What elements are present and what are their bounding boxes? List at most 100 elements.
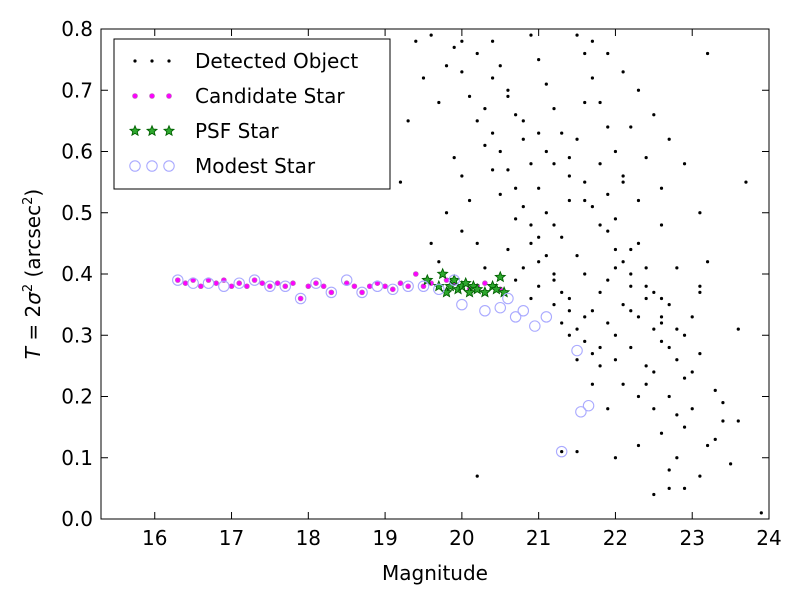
data-point — [514, 278, 518, 282]
data-point — [529, 241, 533, 245]
data-point — [460, 39, 464, 43]
data-point — [437, 100, 441, 105]
data-point — [606, 321, 610, 325]
data-point — [482, 280, 488, 286]
data-point — [279, 280, 292, 292]
data-point — [629, 345, 633, 350]
data-point — [598, 162, 602, 166]
y-tick-label: 0.1 — [61, 446, 93, 470]
data-point — [544, 82, 548, 86]
data-point — [506, 168, 510, 172]
data-point — [652, 327, 656, 331]
data-point — [444, 279, 457, 292]
data-point — [552, 272, 556, 276]
data-point — [417, 280, 430, 292]
data-point — [398, 180, 403, 184]
data-point — [475, 51, 479, 56]
legend-marker-detected-object — [167, 59, 171, 63]
data-point — [475, 119, 479, 123]
y-tick-label: 0.7 — [61, 78, 93, 102]
data-point — [629, 272, 633, 276]
data-point — [502, 292, 514, 305]
data-point — [598, 290, 602, 294]
data-point — [629, 125, 633, 129]
data-point — [460, 229, 464, 233]
data-point — [636, 241, 641, 245]
data-point — [636, 88, 641, 92]
y-tick-label: 0.4 — [61, 262, 93, 286]
y-tick-label: 0.3 — [61, 323, 93, 347]
data-point — [172, 274, 184, 286]
data-point — [471, 282, 484, 295]
data-point — [667, 394, 671, 399]
data-point — [529, 162, 533, 166]
data-point — [282, 283, 289, 290]
data-point — [575, 33, 579, 37]
data-point — [325, 286, 338, 299]
data-point — [397, 280, 404, 286]
data-point — [552, 107, 556, 111]
data-point — [540, 311, 553, 323]
data-point — [575, 406, 587, 418]
data-point — [429, 241, 433, 245]
data-point — [490, 76, 495, 80]
legend-marker-candidate-star — [132, 93, 138, 99]
data-point — [537, 260, 541, 264]
data-point — [613, 217, 618, 221]
data-point — [644, 156, 648, 160]
data-point — [514, 113, 518, 117]
data-point — [552, 303, 556, 307]
data-point — [460, 174, 464, 178]
data-point — [675, 358, 679, 362]
data-point — [698, 284, 702, 288]
data-point — [621, 70, 625, 74]
data-point — [555, 445, 568, 458]
data-point — [644, 284, 648, 288]
legend-label-psf-star: PSF Star — [195, 119, 279, 143]
data-point — [218, 280, 230, 292]
data-point — [682, 425, 687, 429]
data-point — [521, 266, 525, 270]
data-point — [682, 486, 687, 490]
data-point — [652, 370, 656, 374]
data-point — [644, 296, 648, 301]
data-point — [575, 137, 579, 141]
legend-markers — [128, 59, 176, 172]
data-point — [521, 205, 525, 209]
legend-frame — [113, 38, 391, 190]
data-point — [328, 289, 335, 296]
data-point — [544, 211, 548, 215]
data-point — [236, 280, 243, 286]
data-point — [613, 333, 618, 337]
data-point — [187, 277, 199, 289]
data-point — [521, 119, 525, 123]
data-point — [583, 339, 587, 343]
data-point — [506, 88, 510, 92]
data-point — [429, 33, 433, 37]
data-point — [483, 143, 487, 147]
data-point — [233, 277, 245, 289]
data-point — [444, 211, 449, 215]
data-point — [506, 247, 510, 252]
data-point — [705, 443, 710, 448]
data-point — [448, 274, 460, 286]
data-point — [613, 456, 618, 460]
data-point — [387, 283, 399, 296]
series-modest-star — [172, 274, 595, 458]
data-point — [567, 309, 571, 313]
data-point — [264, 280, 276, 292]
data-point — [590, 39, 595, 43]
data-point — [552, 223, 556, 227]
data-point — [498, 149, 502, 154]
data-point — [613, 358, 618, 362]
data-point — [583, 100, 587, 105]
data-point — [514, 217, 518, 221]
data-point — [736, 327, 740, 331]
data-point — [736, 419, 740, 423]
legend-marker-modest-star — [146, 160, 158, 172]
data-point — [290, 280, 296, 286]
data-point — [478, 286, 491, 298]
data-point — [440, 286, 453, 298]
data-point — [698, 474, 702, 478]
legend-marker-psf-star — [162, 124, 176, 137]
